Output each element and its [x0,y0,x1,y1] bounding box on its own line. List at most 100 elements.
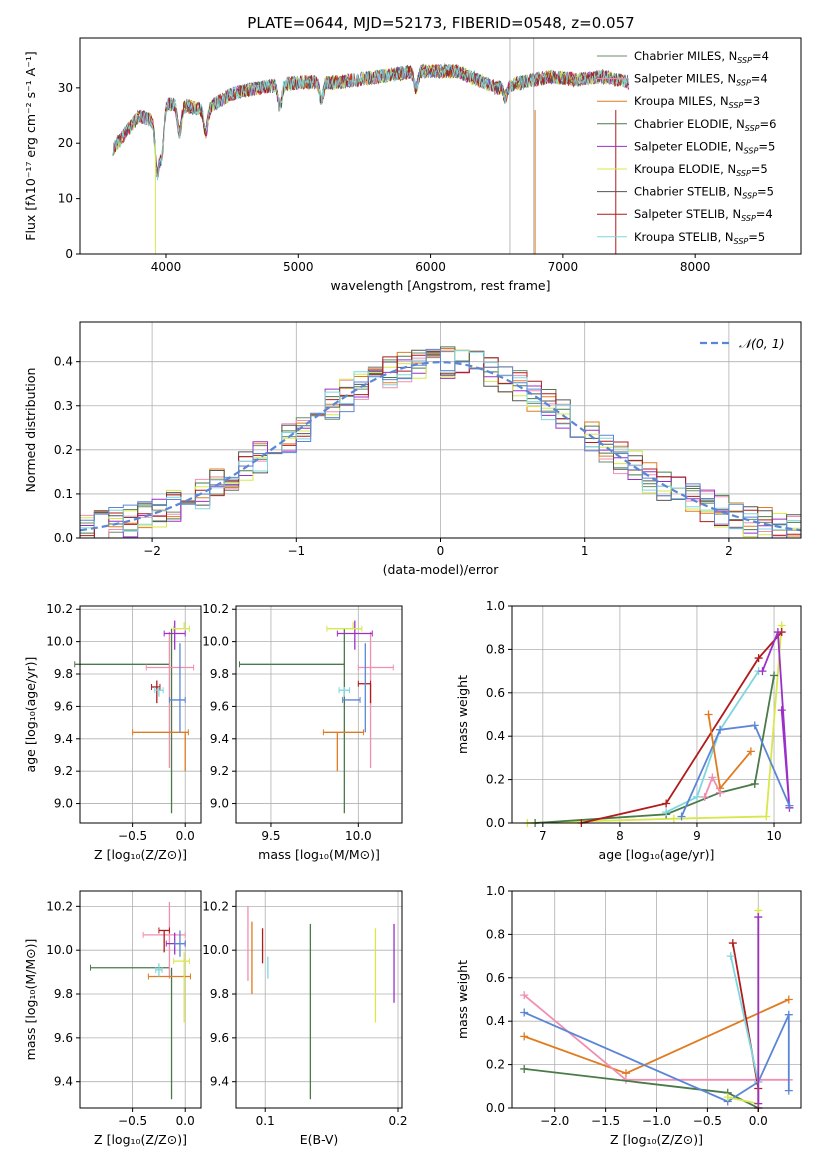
legend-entry: Salpeter MILES, NSSP=4 [634,72,768,88]
series-marker [700,792,709,801]
legend-suffix: =4 [752,49,769,63]
series-marker [520,1032,529,1041]
series-line [581,631,783,824]
figure-title: PLATE=0644, MJD=52173, FIBERID=0548, z=0… [247,14,634,32]
series-marker [716,725,725,734]
series-marker [754,1099,763,1108]
series-line [524,1068,759,1109]
legend-suffix: =4 [751,72,768,86]
y-tick-label: 10.2 [46,602,73,616]
x-axis-label: Z [log₁₀(Z/Z⊙)] [94,1132,187,1147]
residuals-panel: 𝒩(0, 1) −2 −1 0 1 2 0.0 0.1 0.2 0.3 0.4 (data-model… [23,321,802,577]
x-tick-label: 0.0 [749,1114,768,1128]
x-tick-label: −2 [143,544,161,558]
y-tick-label: 0.4 [54,355,73,369]
histogram-step [80,348,801,538]
axes-frame [79,37,802,255]
series-marker [770,671,779,680]
series-marker [716,788,725,797]
y-axis-label: mass [log₁₀(M/M⊙)] [23,939,38,1061]
y-tick-label: 9.4 [210,732,229,746]
x-tick-label: 5000 [283,260,314,274]
y-tick-label: 10 [58,192,73,206]
x-tick-label: 2 [725,544,733,558]
x-tick-label: 0.0 [176,1114,195,1128]
series-marker [728,939,737,948]
axes-frame [79,890,202,1109]
x-tick-label: 9 [693,829,701,843]
x-axis-label: age [log₁₀(age/yr)] [599,847,715,862]
series-marker [754,913,763,922]
legend-entry: Chabrier MILES, NSSP=4 [634,49,769,65]
x-tick-label: −1 [287,544,305,558]
x-axis-label: (data-model)/error [383,562,500,577]
y-tick-label: 0.2 [486,773,505,787]
legend-subscript: SSP [742,192,757,201]
legend-entry: Kroupa STELIB, NSSP=5 [634,230,765,246]
legend-suffix: =6 [760,117,777,131]
legend-suffix: =5 [751,162,768,176]
spectrum-line [112,64,630,176]
x-tick-label: −1.5 [591,1114,620,1128]
series-marker [692,792,701,801]
y-tick-label: 0.4 [486,729,505,743]
series-marker [777,706,786,715]
x-tick-label: 8000 [680,260,711,274]
y-tick-label: 30 [58,81,73,95]
y-tick-label: 9.6 [54,699,73,713]
series-marker [662,808,671,817]
legend-subscript: SSP [736,79,751,88]
y-tick-label: 0.2 [486,1058,505,1072]
x-tick-label: 0.2 [388,1114,407,1128]
x-axis-label: Z [log₁₀(Z/Z⊙)] [94,847,187,862]
weight_vs_age-panel: 7 8 9 10 0.0 0.2 0.4 0.6 0.8 1.0 age [log₁₀(age/yr… [455,599,802,862]
y-axis-label: mass weight [455,675,470,754]
normal-curve [79,360,802,532]
age_vs_mass-panel: 9.5 10.0 9.0 9.2 9.4 9.6 9.8 10.0 10.2 mass [log₁… [202,602,403,862]
series-marker [704,710,713,719]
legend-entry: Chabrier ELODIE, NSSP=6 [634,117,776,133]
y-axis-label: Normed distribution [23,368,38,493]
y-axis-label: age [log₁₀(age/yr)] [23,657,38,773]
legend-suffix: =4 [756,207,773,221]
legend-subscript: SSP [737,56,752,65]
x-axis-label: Z [log₁₀(Z/Z⊙)] [610,1132,703,1147]
y-tick-label: 0.4 [486,1014,505,1028]
y-tick-label: 0.6 [486,686,505,700]
legend-entry: Salpeter STELIB, NSSP=4 [634,207,773,223]
y-tick-label: 9.2 [210,764,229,778]
y-tick-label: 9.0 [54,797,73,811]
y-tick-label: 1.0 [486,599,505,613]
y-tick-label: 10.2 [202,899,229,913]
legend-subscript: SSP [741,214,756,223]
x-tick-label: 0 [437,544,445,558]
x-tick-label: −0.5 [693,1114,722,1128]
x-tick-label: 9.5 [261,829,280,843]
y-tick-label: 0.8 [486,642,505,656]
series-marker [784,1010,793,1019]
y-tick-label: 9.6 [210,699,229,713]
series-marker [677,812,686,821]
x-tick-label: −1.0 [642,1114,671,1128]
y-tick-label: 0.6 [486,971,505,985]
age_vs_Z-panel: −0.5 0.0 9.0 9.2 9.4 9.6 9.8 10.0 10.2 Z [log₁₀(Z… [23,602,202,862]
series-marker [750,779,759,788]
x-axis-label: E(B-V) [300,1132,339,1147]
legend-suffix: =5 [748,230,765,244]
y-tick-label: 9.6 [54,1031,73,1045]
y-tick-label: 9.0 [210,797,229,811]
y-tick-label: 10.0 [46,635,73,649]
y-axis-label: Flux [fλ10⁻¹⁷ erg cm⁻² s⁻¹ A⁻¹] [23,51,38,240]
y-tick-label: 9.4 [210,1075,229,1089]
y-tick-label: 9.8 [210,667,229,681]
series-line [761,631,791,808]
x-tick-label: 0.1 [256,1114,275,1128]
x-tick-label: 0.0 [176,829,195,843]
x-tick-label: 1 [581,544,589,558]
x-tick-label: −2.0 [540,1114,569,1128]
x-tick-label: 10 [766,829,781,843]
y-tick-label: 9.4 [54,732,73,746]
legend-subscript: SSP [729,101,744,110]
y-tick-label: 0.1 [54,487,73,501]
